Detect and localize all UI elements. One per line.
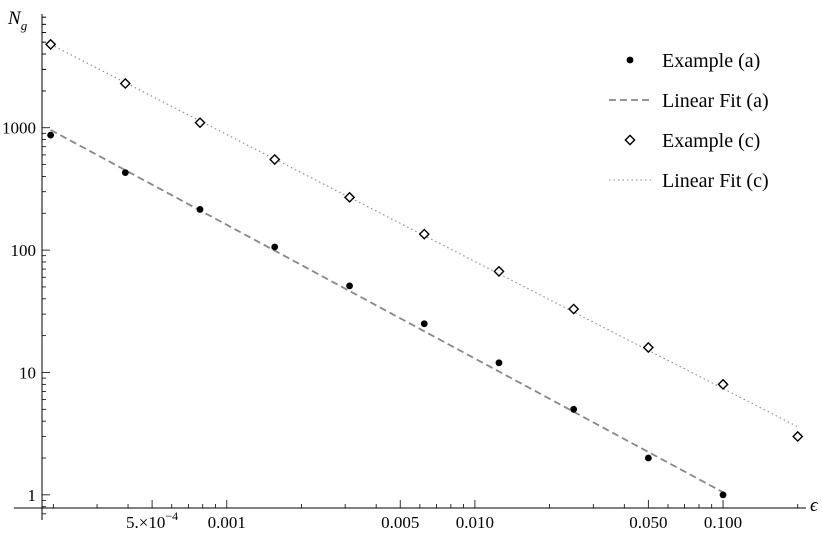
data-point — [194, 117, 206, 129]
fit-line — [50, 129, 724, 494]
legend-marker — [626, 56, 634, 64]
series-points-0 — [47, 131, 727, 499]
data-point — [420, 320, 428, 328]
series-points-2 — [45, 38, 804, 443]
x-tick-label: 0.050 — [629, 513, 667, 532]
x-tick-label: 0.001 — [208, 513, 246, 532]
x-tick-label: 0.005 — [381, 513, 419, 532]
series — [45, 38, 804, 499]
legend-item: Linear Fit (c) — [609, 170, 769, 192]
y-tick-label: 1000 — [2, 119, 36, 138]
legend-item: Example (a) — [626, 50, 760, 72]
data-point — [792, 430, 804, 443]
y-tick-label: 1 — [28, 486, 37, 505]
y-tick-label: 100 — [11, 241, 37, 260]
x-tick-label: 0.010 — [456, 513, 494, 532]
x-tick-label: 5.×10−4 — [126, 509, 178, 532]
data-point — [493, 265, 505, 277]
series-1 — [50, 129, 724, 494]
data-point — [644, 454, 652, 462]
data-point — [346, 282, 353, 290]
ticks: 1 10 100 1000 5.×10−4 0.001 0.005 0.010 0.050 0.1… — [2, 16, 799, 532]
legend-item: Example (c) — [624, 130, 760, 152]
legend: Example (a) Linear Fit (a) Example (c) Line… — [609, 50, 769, 192]
data-point — [642, 341, 654, 354]
data-point — [121, 169, 129, 176]
data-point — [47, 131, 55, 139]
data-point — [570, 405, 578, 413]
legend-label: Linear Fit (c) — [662, 170, 769, 192]
data-point — [119, 77, 131, 90]
data-point — [418, 228, 430, 240]
data-point — [196, 206, 204, 213]
legend-label: Example (a) — [662, 50, 760, 72]
x-axis-title: ϵ — [810, 495, 819, 516]
data-point — [719, 491, 727, 499]
legend-item: Linear Fit (a) — [609, 90, 769, 112]
data-point — [271, 243, 279, 251]
x-tick-label: 0.100 — [704, 513, 742, 532]
data-point — [717, 378, 729, 390]
data-point — [495, 359, 503, 367]
data-point — [343, 191, 356, 203]
legend-label: Example (c) — [662, 130, 760, 152]
y-tick-label: 10 — [19, 363, 36, 382]
legend-marker — [624, 134, 636, 146]
data-point — [45, 38, 57, 50]
data-point — [269, 153, 281, 166]
y-axis-title: Ng — [7, 8, 28, 33]
axes: Ng ϵ — [7, 8, 819, 520]
data-point — [568, 303, 580, 315]
legend-label: Linear Fit (a) — [662, 90, 769, 112]
